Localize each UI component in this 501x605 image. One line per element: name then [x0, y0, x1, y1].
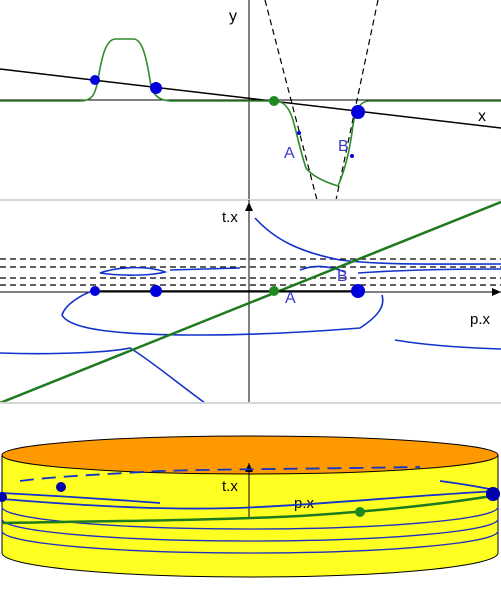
contour-lower-right [394, 339, 501, 350]
function-curve [0, 38, 501, 187]
contour-point-a-label: A [285, 290, 296, 307]
point-a-marker [297, 131, 301, 135]
t-x-axis-arrow [245, 202, 253, 211]
band-1 [1, 506, 499, 530]
contour-upper-right [254, 217, 501, 265]
cylinder-bands [1, 506, 499, 554]
band-2 [1, 518, 499, 542]
green-line [0, 200, 501, 403]
cylinder-curve-left [1, 492, 161, 504]
contour-point-b-label: B [337, 268, 348, 285]
contour-short-right [357, 268, 501, 274]
t-x-axis-label: t.x [222, 209, 238, 226]
cylinder-panel: t.x p.x [0, 403, 501, 605]
contour-dash-2 [299, 265, 346, 273]
cylinder-top [1, 435, 499, 475]
contour-panel: p.x t.x A B [0, 200, 501, 403]
cylinder-green-point [355, 507, 365, 517]
contour-svg: p.x t.x A B [0, 200, 501, 403]
tangent-line-b [335, 0, 379, 200]
contour-dash-1 [169, 267, 241, 271]
cylinder-side [1, 454, 499, 578]
cylinder-t-x-label: t.x [222, 478, 238, 495]
contour-loop-large [61, 289, 384, 336]
function-graph-svg: x y A B [0, 0, 501, 200]
function-graph-panel: x y A B [0, 0, 501, 200]
contour-point-1 [90, 286, 100, 296]
intersection-point-1 [90, 75, 100, 85]
cylinder-curve-mid [1, 490, 499, 510]
point-b-label: B [338, 138, 349, 155]
contour-loop-small [99, 266, 168, 276]
point-b-marker [350, 154, 354, 158]
contour-curves [0, 217, 501, 403]
cylinder-point-3 [0, 492, 7, 502]
tangent-line-a [264, 0, 318, 200]
cylinder-green-curve [1, 493, 499, 525]
intersection-point-3 [351, 105, 365, 119]
cylinder-dashed-curve [19, 466, 421, 482]
y-axis-label: y [229, 8, 237, 25]
p-x-axis-arrow [492, 288, 501, 296]
secant-line [0, 68, 501, 129]
contour-point-2 [150, 285, 162, 297]
band-3 [1, 530, 499, 554]
contour-lower-left [0, 347, 206, 403]
contour-point-3 [351, 284, 365, 298]
point-a-label: A [284, 145, 295, 162]
cylinder-svg: t.x p.x [0, 435, 500, 578]
green-point [269, 96, 279, 106]
contour-green-point [269, 286, 279, 296]
cylinder-curves [1, 466, 499, 510]
panel-divider-1 [0, 199, 501, 201]
x-axis-label: x [478, 108, 486, 125]
cylinder-point-2 [486, 487, 500, 501]
intersection-point-2 [150, 82, 162, 94]
p-x-axis-label: p.x [470, 311, 491, 328]
panel-divider-2 [0, 402, 501, 404]
cylinder-point-1 [56, 482, 66, 492]
